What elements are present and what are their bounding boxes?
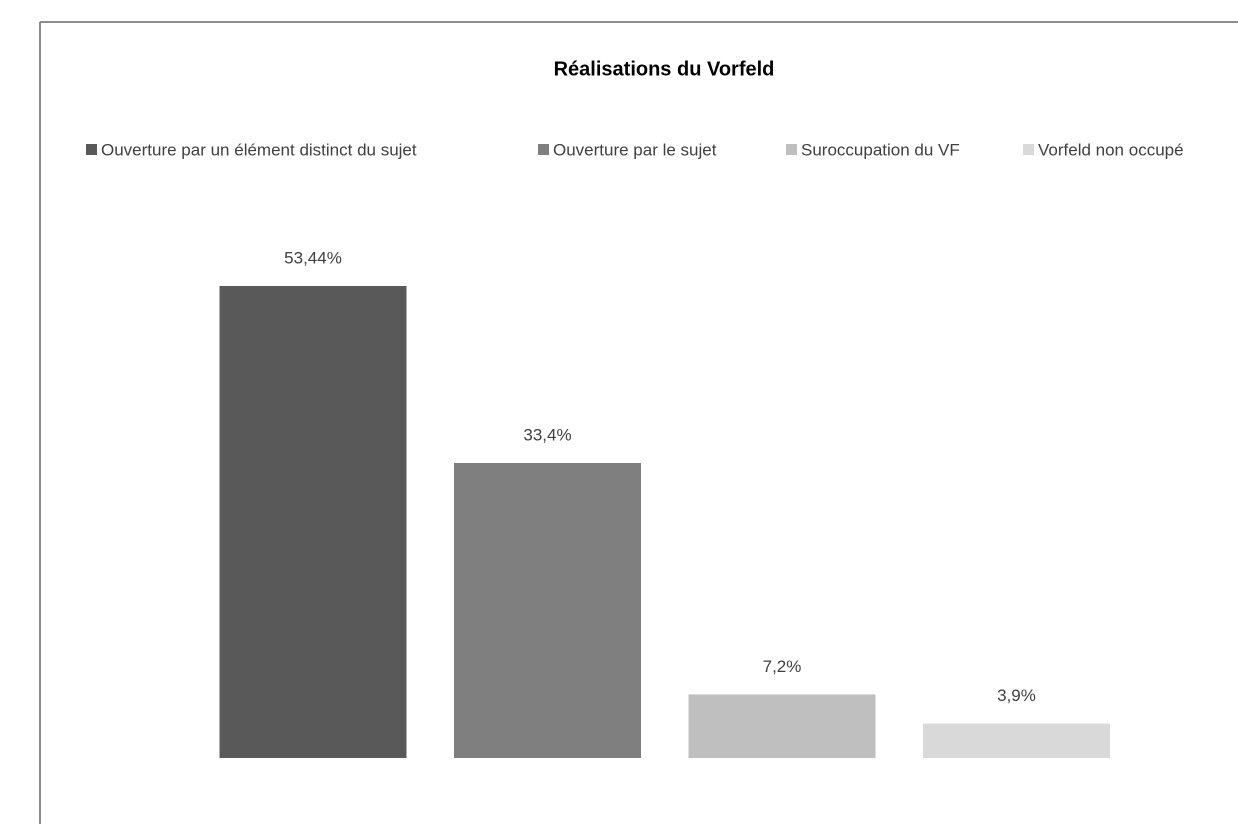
data-label: 7,2% [763, 657, 802, 676]
legend-swatch [538, 144, 549, 155]
data-label: 3,9% [997, 686, 1036, 705]
data-label: 33,4% [523, 425, 571, 444]
bar [454, 463, 641, 758]
legend-label: Suroccupation du VF [801, 140, 960, 159]
legend-label: Vorfeld non occupé [1038, 140, 1184, 159]
bar [219, 286, 407, 758]
legend-swatch [786, 144, 797, 155]
legend-swatch [86, 144, 97, 155]
chart-title: Réalisations du Vorfeld [554, 58, 775, 80]
legend-swatch [1023, 144, 1034, 155]
bar [688, 694, 876, 758]
legend-label: Ouverture par le sujet [553, 140, 717, 159]
data-label: 53,44% [284, 248, 342, 267]
bar [923, 723, 1110, 758]
legend-label: Ouverture par un élément distinct du suj… [101, 140, 417, 159]
